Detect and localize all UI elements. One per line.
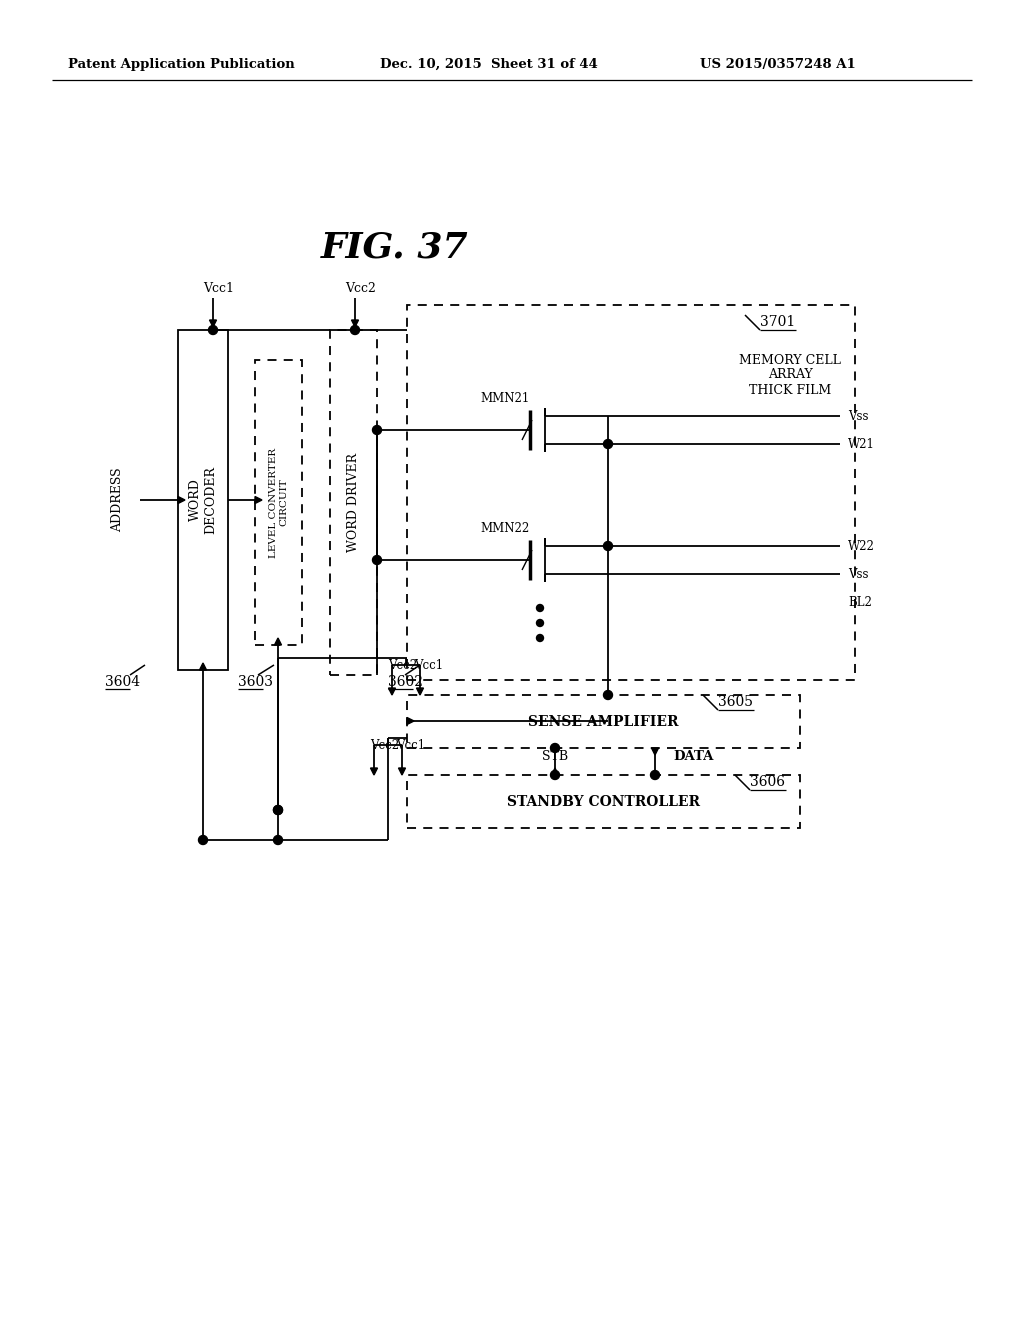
Circle shape bbox=[209, 326, 217, 334]
Circle shape bbox=[273, 805, 283, 814]
Bar bbox=[330, 330, 377, 675]
Circle shape bbox=[537, 635, 544, 642]
Polygon shape bbox=[398, 768, 406, 775]
Circle shape bbox=[199, 836, 208, 845]
Text: MMN21: MMN21 bbox=[480, 392, 529, 405]
Text: 3701: 3701 bbox=[760, 315, 796, 329]
Circle shape bbox=[373, 556, 382, 565]
Polygon shape bbox=[351, 319, 358, 327]
Text: Dec. 10, 2015  Sheet 31 of 44: Dec. 10, 2015 Sheet 31 of 44 bbox=[380, 58, 598, 71]
Text: STB: STB bbox=[542, 750, 568, 763]
Text: WORD DRIVER: WORD DRIVER bbox=[347, 453, 360, 552]
Text: MEMORY CELL
ARRAY
THICK FILM: MEMORY CELL ARRAY THICK FILM bbox=[739, 354, 841, 396]
Text: Vss: Vss bbox=[848, 568, 868, 581]
Circle shape bbox=[273, 836, 283, 845]
Text: Vcc2: Vcc2 bbox=[370, 739, 399, 752]
Text: Vcc2: Vcc2 bbox=[388, 659, 417, 672]
Circle shape bbox=[603, 690, 612, 700]
Text: LEVEL CONVERTER
CIRCUIT: LEVEL CONVERTER CIRCUIT bbox=[268, 447, 288, 557]
Polygon shape bbox=[255, 496, 262, 503]
Circle shape bbox=[373, 425, 382, 434]
Polygon shape bbox=[388, 688, 395, 696]
Polygon shape bbox=[178, 496, 185, 503]
Polygon shape bbox=[407, 718, 414, 725]
Bar bbox=[178, 330, 228, 671]
Text: Vcc2: Vcc2 bbox=[345, 282, 376, 294]
Text: BL2: BL2 bbox=[848, 595, 871, 609]
Polygon shape bbox=[371, 768, 378, 775]
Text: 3603: 3603 bbox=[238, 675, 273, 689]
Text: Vcc1: Vcc1 bbox=[414, 659, 443, 672]
Text: ADDRESS: ADDRESS bbox=[112, 467, 125, 532]
Circle shape bbox=[537, 605, 544, 611]
Text: Vcc1: Vcc1 bbox=[396, 739, 425, 752]
Bar bbox=[255, 360, 302, 645]
Circle shape bbox=[551, 771, 559, 780]
Bar bbox=[407, 696, 800, 748]
Text: 3602: 3602 bbox=[388, 675, 423, 689]
Polygon shape bbox=[210, 319, 216, 327]
Circle shape bbox=[650, 771, 659, 780]
Polygon shape bbox=[552, 768, 558, 775]
Bar bbox=[407, 775, 800, 828]
Polygon shape bbox=[417, 688, 424, 696]
Text: 3605: 3605 bbox=[718, 696, 753, 709]
Bar bbox=[407, 305, 855, 680]
Polygon shape bbox=[651, 748, 658, 755]
Text: 3604: 3604 bbox=[105, 675, 140, 689]
Text: MMN22: MMN22 bbox=[480, 521, 529, 535]
Circle shape bbox=[551, 743, 559, 752]
Text: 3606: 3606 bbox=[750, 775, 785, 789]
Text: STANDBY CONTROLLER: STANDBY CONTROLLER bbox=[507, 795, 700, 808]
Text: US 2015/0357248 A1: US 2015/0357248 A1 bbox=[700, 58, 856, 71]
Polygon shape bbox=[200, 663, 207, 671]
Circle shape bbox=[603, 440, 612, 449]
Text: Vss: Vss bbox=[848, 409, 868, 422]
Circle shape bbox=[537, 619, 544, 627]
Text: W21: W21 bbox=[848, 437, 874, 450]
Text: FIG. 37: FIG. 37 bbox=[322, 230, 469, 264]
Text: SENSE AMPLIFIER: SENSE AMPLIFIER bbox=[528, 714, 679, 729]
Text: W22: W22 bbox=[848, 540, 874, 553]
Text: Vcc1: Vcc1 bbox=[203, 282, 234, 294]
Polygon shape bbox=[274, 638, 282, 645]
Circle shape bbox=[603, 541, 612, 550]
Text: DATA: DATA bbox=[673, 750, 714, 763]
Text: Patent Application Publication: Patent Application Publication bbox=[68, 58, 295, 71]
Circle shape bbox=[273, 805, 283, 814]
Text: WORD
DECODER: WORD DECODER bbox=[189, 466, 217, 535]
Circle shape bbox=[350, 326, 359, 334]
